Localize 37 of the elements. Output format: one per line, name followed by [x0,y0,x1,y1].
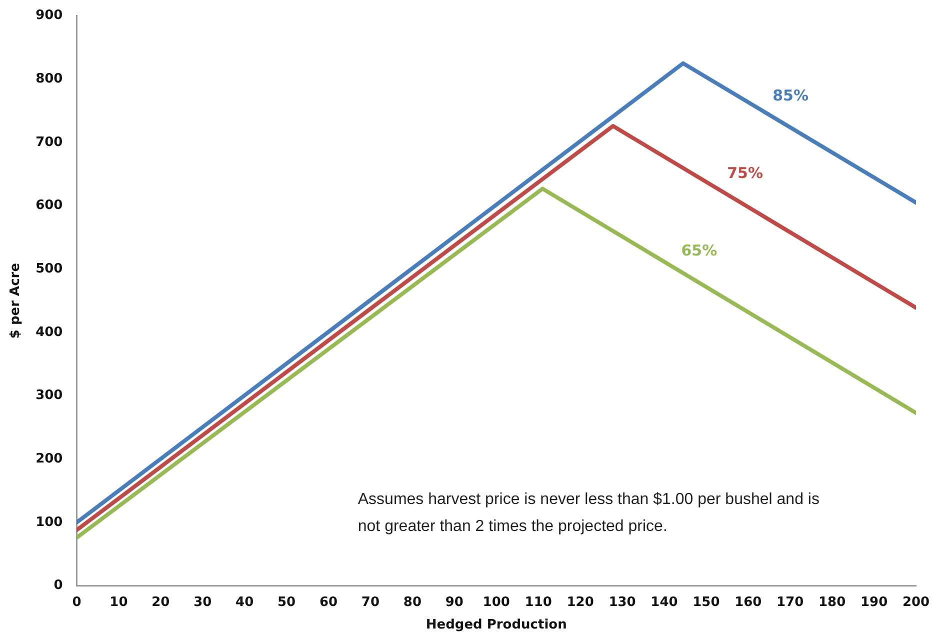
y-tick-label: 100 [36,514,63,530]
x-tick-label: 110 [524,594,552,610]
series-label: 65% [681,242,718,260]
x-tick-label: 130 [608,594,636,610]
x-tick-label: 30 [194,594,212,610]
y-tick-label: 300 [36,388,63,404]
y-tick-label: 400 [36,324,63,340]
series-label: 85% [772,86,809,104]
y-tick-label: 500 [36,262,63,277]
x-tick-label: 200 [902,594,930,610]
x-tick-label: 10 [110,594,128,610]
y-tick-label: 800 [36,72,63,87]
annotation: Assumes harvest price is never less than $1.00 per bushel and is not greater than 2 times the projected price. [358,491,820,536]
series-label: 75% [727,164,763,182]
y-tick-label: 200 [36,452,63,467]
x-tick-label: 160 [734,594,762,610]
x-tick-label: 0 [72,594,82,610]
y-tick-label: 700 [36,134,63,150]
y-tick-label: 0 [54,578,63,594]
x-tick-label: 190 [860,594,888,610]
x-tick-label: 170 [776,594,804,610]
x-tick-label: 180 [818,594,846,610]
x-tick-label: 150 [692,594,720,610]
x-tick-label: 70 [361,594,380,610]
x-tick-label: 40 [236,594,254,610]
x-tick-label: 140 [650,594,678,610]
x-tick-label: 80 [403,594,422,610]
x-tick-label: 60 [319,594,338,610]
x-tick-label: 20 [152,594,170,610]
x-tick-label: 90 [445,594,464,610]
y-tick-label: 600 [36,198,63,214]
x-axis-title: Hedged Production [426,618,567,633]
x-tick-label: 100 [482,594,510,610]
x-tick-label: 50 [278,594,296,610]
x-tick-label: 120 [566,594,594,610]
y-axis-title: $ per Acre [8,262,24,339]
y-tick-label: 900 [36,8,63,24]
